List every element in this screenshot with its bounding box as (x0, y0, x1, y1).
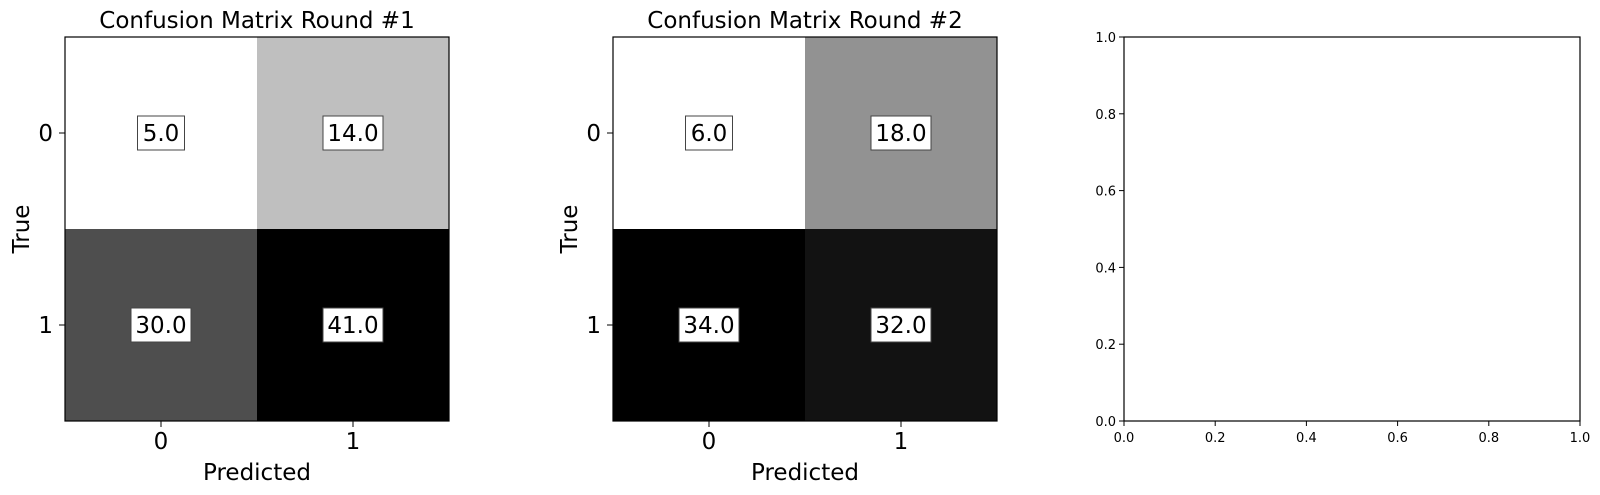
cell-value-1-1: 41.0 (327, 313, 378, 339)
cell-label-box-1-1 (870, 307, 932, 343)
cell-label-box-0-1 (322, 115, 384, 151)
y-tick-label-5: 1.0 (1095, 31, 1116, 46)
empty-axes-panel: 0.0 0.2 0.4 0.6 0.8 1.0 0.0 0.2 0.4 0.6 0.8 1.0 (1095, 31, 1590, 446)
y-tick-label-2: 0.4 (1095, 261, 1116, 276)
x-tick-label-1: 1 (894, 429, 909, 455)
y-axis-label: True (557, 205, 583, 255)
y-tick-label-4: 0.8 (1095, 108, 1116, 123)
y-tick-label-0: 0 (586, 121, 601, 147)
x-tick-label-2: 0.4 (1296, 431, 1317, 446)
panel-title: Confusion Matrix Round #2 (647, 8, 962, 34)
y-ticks: 0.0 0.2 0.4 0.6 0.8 1.0 (1095, 31, 1124, 430)
x-tick-label-1: 1 (346, 429, 361, 455)
x-tick-label-5: 1.0 (1570, 431, 1591, 446)
y-tick-label-1: 1 (38, 313, 53, 339)
axes-frame (1123, 36, 1581, 422)
x-tick-label-0: 0 (702, 429, 717, 455)
y-ticks: 01 (586, 121, 613, 339)
y-tick-label-0: 0 (38, 121, 53, 147)
x-ticks: 0.0 0.2 0.4 0.6 0.8 1.0 (1114, 421, 1591, 446)
cell-label-box-1-0 (678, 307, 740, 343)
y-ticks: 01 (38, 121, 65, 339)
x-axis-label: Predicted (203, 460, 311, 486)
cell-value-0-0: 6.0 (691, 121, 728, 147)
x-tick-label-3: 0.6 (1387, 431, 1408, 446)
x-tick-label-4: 0.8 (1478, 431, 1499, 446)
cell-value-1-1: 32.0 (875, 313, 926, 339)
y-tick-label-3: 0.6 (1095, 185, 1116, 200)
x-tick-label-0: 0.0 (1114, 431, 1135, 446)
x-tick-label-0: 0 (154, 429, 169, 455)
cell-label-box-0-1 (870, 115, 932, 151)
panel-title: Confusion Matrix Round #1 (99, 8, 414, 34)
cell-label-box-1-1 (322, 307, 384, 343)
confusion-matrix-panel-2: Confusion Matrix Round #2 6.0 18.0 34.0 32.… (557, 8, 998, 486)
cell-value-0-1: 14.0 (327, 121, 378, 147)
heatmap-cells: 6.0 18.0 34.0 32.0 (613, 37, 997, 421)
cell-value-1-0: 34.0 (683, 313, 734, 339)
x-axis-label: Predicted (751, 460, 859, 486)
y-axis-label: True (9, 205, 35, 255)
cell-value-0-1: 18.0 (875, 121, 926, 147)
heatmap-cells: 5.0 14.0 30.0 41.0 (65, 37, 449, 421)
cell-label-box-1-0 (130, 307, 192, 343)
y-tick-label-1: 1 (586, 313, 601, 339)
y-tick-label-1: 0.2 (1095, 338, 1116, 353)
cell-label-box-0-0 (685, 115, 733, 151)
axes-frame (64, 36, 450, 422)
cell-label-box-0-0 (137, 115, 185, 151)
x-tick-label-1: 0.2 (1205, 431, 1226, 446)
y-tick-label-0: 0.0 (1095, 415, 1116, 430)
axes-frame (612, 36, 998, 422)
cell-value-0-0: 5.0 (143, 121, 180, 147)
confusion-matrix-panel-1: Confusion Matrix Round #1 5.0 14.0 30.0 41.… (9, 8, 450, 486)
cell-value-1-0: 30.0 (135, 313, 186, 339)
